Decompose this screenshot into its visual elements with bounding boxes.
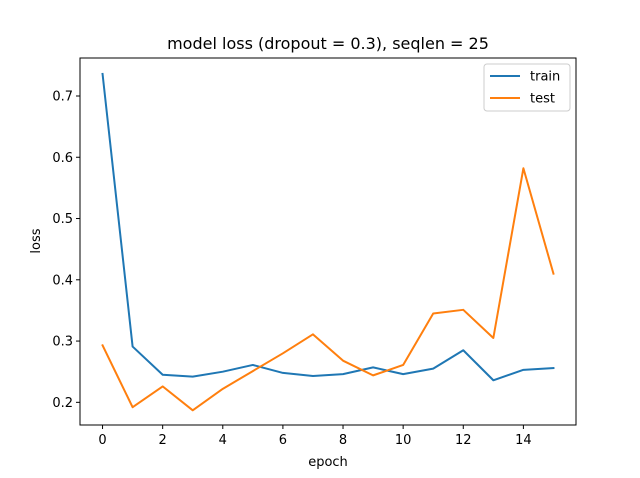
legend-label-test: test — [530, 92, 555, 107]
series-line-test — [101, 167, 555, 412]
x-tick-label-8: 8 — [339, 433, 347, 448]
y-tick-label-0.4: 0.4 — [52, 273, 73, 288]
x-tick-label-6: 6 — [279, 433, 287, 448]
x-tick-label-0: 0 — [98, 433, 106, 448]
y-tick-label-0.5: 0.5 — [52, 212, 73, 227]
chart-title: model loss (dropout = 0.3), seqlen = 25 — [167, 34, 489, 53]
y-axis-label: loss — [29, 228, 44, 253]
y-tick-label-0.2: 0.2 — [52, 396, 73, 411]
plot-area — [101, 72, 555, 412]
x-tick-label-14: 14 — [515, 433, 532, 448]
legend: train test — [483, 63, 571, 112]
x-tick-label-10: 10 — [395, 433, 412, 448]
series-line-train — [101, 72, 555, 382]
y-tick-label-0.3: 0.3 — [52, 335, 73, 350]
legend-label-train: train — [530, 70, 560, 85]
x-tick-label-4: 4 — [219, 433, 227, 448]
x-tick-label-12: 12 — [455, 433, 472, 448]
plot-frame — [79, 57, 577, 426]
x-axis-label: epoch — [308, 455, 348, 470]
x-tick-label-2: 2 — [159, 433, 167, 448]
y-tick-label-0.6: 0.6 — [52, 151, 73, 166]
y-tick-label-0.7: 0.7 — [52, 89, 73, 104]
